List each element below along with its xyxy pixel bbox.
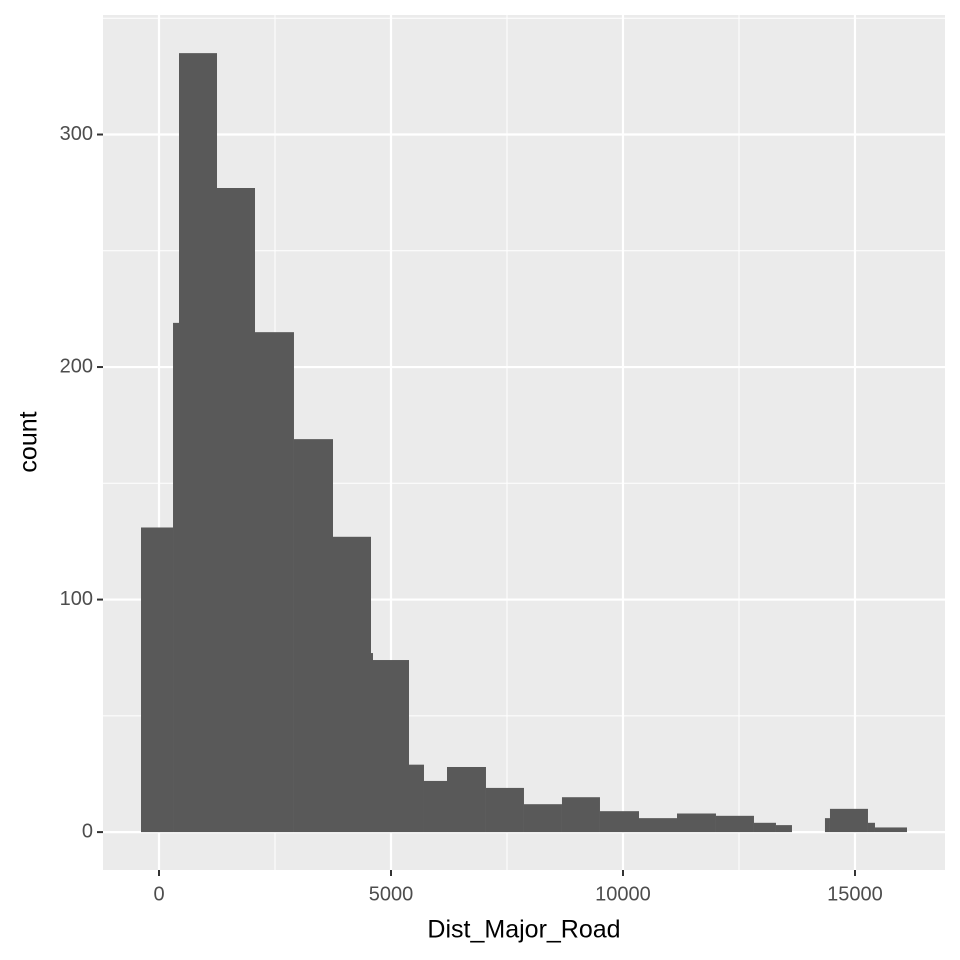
- bar: [677, 813, 716, 833]
- x-axis-title: Dist_Major_Road: [427, 916, 620, 944]
- bar: [715, 815, 754, 833]
- bar: [775, 825, 792, 833]
- bar: [638, 818, 678, 833]
- bar: [173, 322, 180, 833]
- y-axis-title: count: [15, 411, 43, 472]
- bar: [372, 660, 410, 833]
- bar: [293, 439, 333, 833]
- bar: [829, 808, 868, 833]
- bar: [179, 53, 218, 833]
- bar: [599, 811, 639, 833]
- x-tick-label: 0: [153, 883, 164, 905]
- y-tick-label: 200: [60, 355, 93, 377]
- bar: [255, 332, 294, 833]
- bar: [217, 187, 256, 833]
- bar: [332, 536, 371, 833]
- y-tick-label: 0: [82, 820, 93, 842]
- y-tick-label: 300: [60, 123, 93, 145]
- y-tick-label: 100: [60, 588, 93, 610]
- bar: [753, 822, 776, 833]
- bar: [523, 804, 562, 833]
- x-tick-label: 15000: [827, 883, 883, 905]
- x-tick-label: 10000: [595, 883, 651, 905]
- bar: [561, 797, 600, 833]
- x-tick-label: 5000: [369, 883, 414, 905]
- bar: [370, 653, 373, 833]
- bar: [409, 764, 424, 833]
- bar: [141, 527, 174, 833]
- bar: [423, 780, 448, 833]
- bar: [867, 822, 875, 833]
- bar: [874, 827, 907, 833]
- bar: [485, 787, 524, 833]
- bar: [447, 766, 486, 833]
- bar: [824, 818, 830, 833]
